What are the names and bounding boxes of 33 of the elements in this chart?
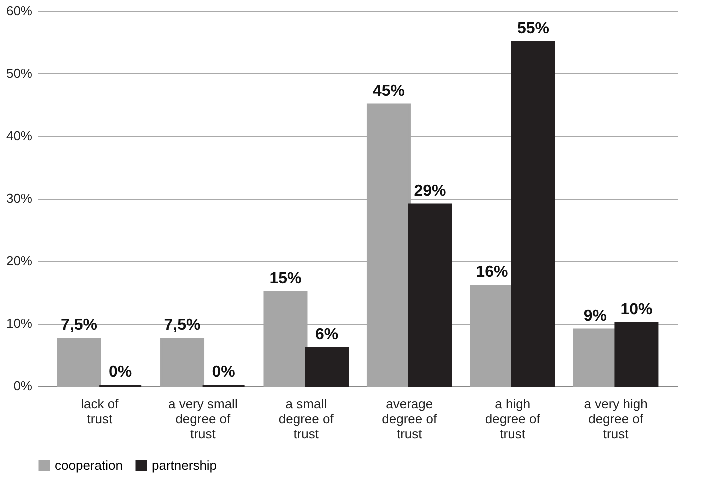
x-tick-label: average degree of trust xyxy=(382,396,438,442)
data-label: 16% xyxy=(476,264,508,281)
y-tick-label: 50% xyxy=(6,66,33,81)
data-label: 10% xyxy=(620,302,653,318)
x-tick-label: a very small degree of trust xyxy=(168,396,238,442)
x-tick-label: a very high degree of trust xyxy=(584,396,648,442)
y-tick-label: 40% xyxy=(6,128,33,144)
data-label: 0% xyxy=(109,364,132,381)
data-label: 55% xyxy=(517,20,550,38)
y-tick-label: 20% xyxy=(6,254,33,268)
bar xyxy=(511,41,556,387)
legend-label: cooperation xyxy=(55,458,123,473)
y-tick-label: 0% xyxy=(14,378,33,394)
data-label: 0% xyxy=(212,364,236,381)
data-label: 7,5% xyxy=(61,317,98,334)
bar xyxy=(305,348,350,387)
data-label: 45% xyxy=(372,82,405,100)
x-tick-label: a small degree of trust xyxy=(278,396,334,442)
data-label: 29% xyxy=(414,182,446,200)
y-tick-label: 30% xyxy=(6,191,33,206)
legend-label: partnership xyxy=(152,458,218,473)
x-tick-label: lack of trust xyxy=(81,396,120,426)
x-tick-label: a high degree of trust xyxy=(485,396,541,442)
y-tick-label: 10% xyxy=(6,316,33,331)
y-tick-label: 60% xyxy=(6,4,33,18)
bar xyxy=(614,322,659,387)
data-label: 9% xyxy=(584,308,607,325)
bar xyxy=(408,204,452,387)
bar xyxy=(160,338,205,387)
data-label: 7,5% xyxy=(164,317,201,334)
data-label: 15% xyxy=(270,270,302,288)
bar xyxy=(57,338,102,387)
data-label: 6% xyxy=(315,326,339,344)
